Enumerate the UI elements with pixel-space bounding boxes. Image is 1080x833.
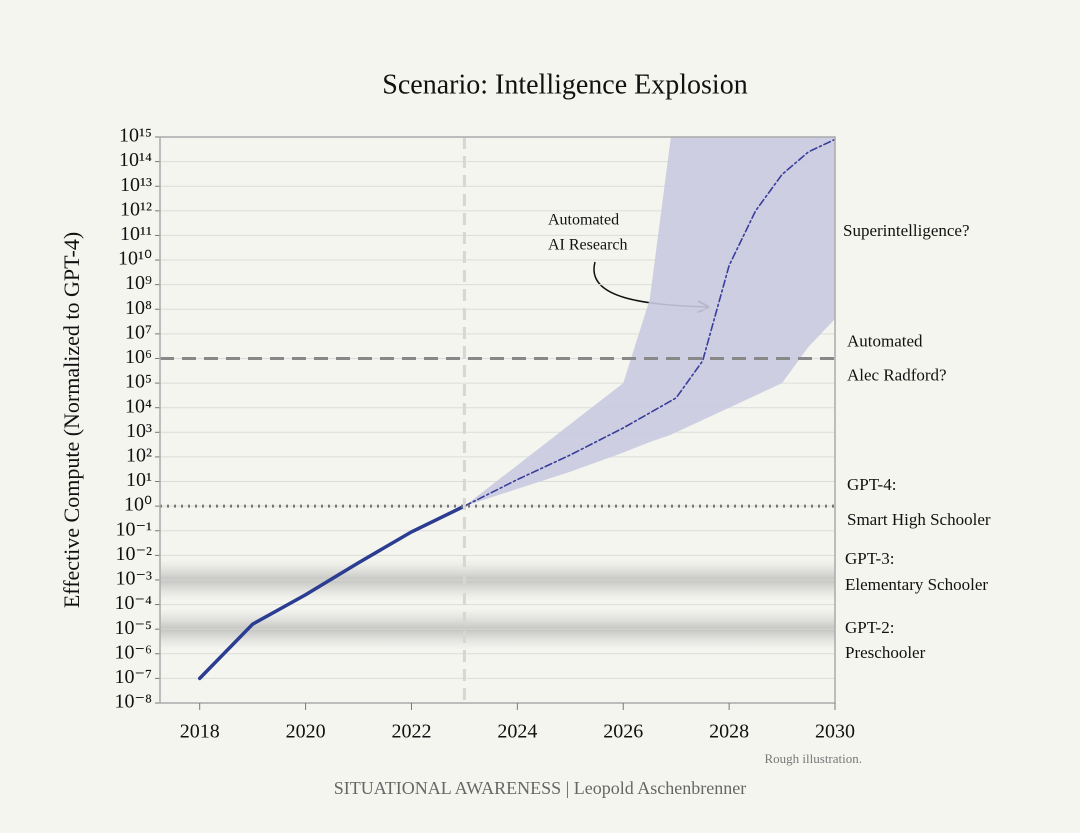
y-tick-label: 10⁷ <box>125 321 152 343</box>
y-tick-label: 10¹⁵ <box>119 125 152 147</box>
y-tick-label: 10⁴ <box>125 395 152 417</box>
level-label: Elementary Schooler <box>845 575 988 594</box>
x-tick-label: 2024 <box>497 721 537 743</box>
y-tick-label: 10⁻⁶ <box>114 641 152 663</box>
y-tick-label: 10¹¹ <box>120 223 152 245</box>
y-tick-label: 10¹³ <box>120 174 152 196</box>
reference-label: GPT-4: <box>847 475 896 494</box>
annotation: Automated <box>548 212 619 229</box>
level-label: GPT-3: <box>845 549 894 568</box>
x-tick-label: 2026 <box>603 721 643 743</box>
y-tick-label: 10⁻⁸ <box>114 691 152 713</box>
y-tick-label: 10⁶ <box>125 346 152 368</box>
reference-label: Automated <box>847 331 923 350</box>
y-tick-label: 10¹ <box>126 469 152 491</box>
y-tick-label: 10⁹ <box>125 272 152 294</box>
annotation: Superintelligence? <box>843 221 970 240</box>
y-tick-label: 10⁸ <box>125 297 152 319</box>
x-tick-label: 2028 <box>709 721 749 743</box>
series-line <box>197 504 467 681</box>
y-tick-label: 10⁻² <box>115 543 152 565</box>
y-tick-label: 10⁻⁴ <box>114 592 152 614</box>
reference-label: Smart High Schooler <box>847 510 991 529</box>
y-tick-label: 10² <box>126 445 152 467</box>
y-tick-label: 10⁰ <box>124 494 152 516</box>
reference-label: Alec Radford? <box>847 365 947 384</box>
x-tick-label: 2018 <box>180 721 220 743</box>
level-label: Preschooler <box>845 643 926 662</box>
y-tick-label: 10¹² <box>120 198 152 220</box>
y-tick-label: 10⁻⁷ <box>114 666 152 688</box>
x-tick-label: 2030 <box>815 721 855 743</box>
note: Rough illustration. <box>765 751 863 766</box>
plot-frame <box>159 136 836 704</box>
y-tick-label: 10⁻¹ <box>115 518 152 540</box>
y-axis-label: Effective Compute (Normalized to GPT-4) <box>59 232 84 608</box>
annotation: AI Research <box>548 237 628 254</box>
y-tick-label: 10⁵ <box>125 371 152 393</box>
y-tick-label: 10³ <box>126 420 152 442</box>
y-tick-label: 10¹⁴ <box>119 149 152 171</box>
y-tick-label: 10¹⁰ <box>118 248 152 270</box>
source: SITUATIONAL AWARENESS | Leopold Aschenbr… <box>334 778 746 798</box>
y-tick-label: 10⁻³ <box>115 568 152 590</box>
x-tick-label: 2020 <box>286 721 326 743</box>
chart-title: Scenario: Intelligence Explosion <box>382 69 747 100</box>
x-tick-label: 2022 <box>391 721 431 743</box>
series-line <box>463 138 835 507</box>
y-tick-label: 10⁻⁵ <box>114 617 152 639</box>
projection-band <box>464 137 835 507</box>
plot-layer: 10⁻⁸10⁻⁷10⁻⁶10⁻⁵10⁻⁴10⁻³10⁻²10⁻¹10⁰10¹10… <box>114 125 990 743</box>
level-label: GPT-2: <box>845 618 894 637</box>
